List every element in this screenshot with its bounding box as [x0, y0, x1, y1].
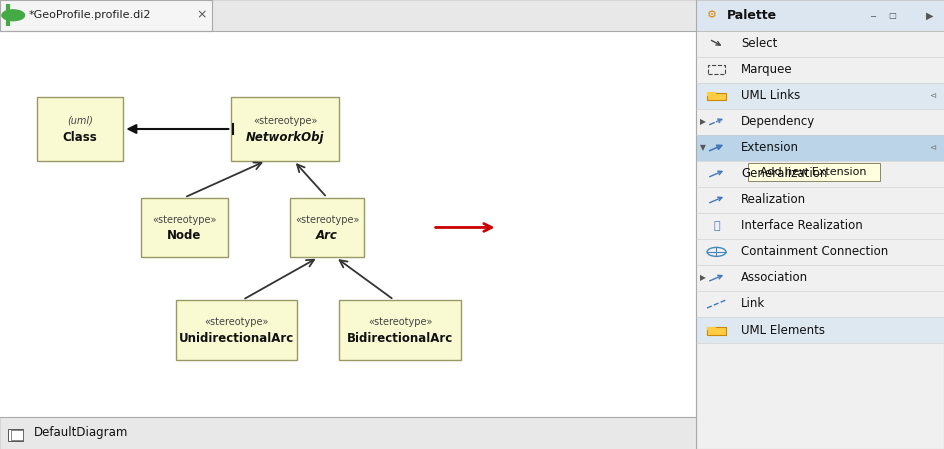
FancyBboxPatch shape — [696, 265, 944, 291]
Text: *GeoProfile.profile.di2: *GeoProfile.profile.di2 — [28, 10, 151, 20]
Text: «stereotype»: «stereotype» — [152, 215, 216, 224]
Text: Link: Link — [741, 298, 766, 310]
Text: ▼: ▼ — [700, 143, 706, 152]
Text: Class: Class — [62, 132, 97, 145]
FancyBboxPatch shape — [707, 327, 726, 335]
FancyBboxPatch shape — [696, 187, 944, 213]
FancyBboxPatch shape — [339, 300, 461, 360]
Text: «stereotype»: «stereotype» — [204, 317, 269, 327]
Text: ▶: ▶ — [700, 273, 706, 282]
FancyBboxPatch shape — [696, 109, 944, 135]
FancyBboxPatch shape — [231, 97, 339, 161]
Text: Marquee: Marquee — [741, 63, 793, 76]
FancyBboxPatch shape — [696, 291, 944, 317]
FancyBboxPatch shape — [696, 31, 944, 57]
FancyBboxPatch shape — [8, 429, 23, 441]
FancyBboxPatch shape — [696, 317, 944, 343]
FancyBboxPatch shape — [696, 213, 944, 239]
Text: UML Elements: UML Elements — [741, 324, 825, 336]
Text: «stereotype»: «stereotype» — [295, 215, 359, 224]
Text: ×: × — [195, 9, 207, 22]
Text: Dependency: Dependency — [741, 115, 816, 128]
Text: Select: Select — [741, 37, 778, 50]
Text: BidirectionalArc: BidirectionalArc — [346, 332, 453, 345]
Text: «stereotype»: «stereotype» — [253, 116, 317, 126]
FancyBboxPatch shape — [696, 239, 944, 265]
FancyBboxPatch shape — [748, 163, 880, 181]
Text: DefaultDiagram: DefaultDiagram — [34, 427, 128, 439]
Text: □: □ — [888, 11, 896, 20]
Text: Association: Association — [741, 272, 808, 284]
Text: Add new Extension: Add new Extension — [761, 167, 867, 177]
Text: Extension: Extension — [741, 141, 799, 154]
FancyBboxPatch shape — [291, 198, 363, 257]
FancyBboxPatch shape — [696, 57, 944, 83]
FancyBboxPatch shape — [0, 0, 696, 31]
FancyBboxPatch shape — [707, 327, 716, 330]
Text: «stereotype»: «stereotype» — [368, 317, 432, 327]
Text: Generalization: Generalization — [741, 167, 827, 180]
FancyBboxPatch shape — [0, 31, 696, 417]
Text: ▶: ▶ — [700, 117, 706, 126]
FancyBboxPatch shape — [176, 300, 297, 360]
FancyBboxPatch shape — [141, 198, 228, 257]
Text: UML Links: UML Links — [741, 89, 801, 102]
Text: Arc: Arc — [316, 229, 338, 242]
Text: ⊲: ⊲ — [929, 91, 936, 100]
Text: ─: ─ — [869, 11, 875, 20]
Text: ⤷: ⤷ — [713, 221, 720, 231]
FancyBboxPatch shape — [696, 0, 944, 449]
Text: Node: Node — [167, 229, 202, 242]
FancyBboxPatch shape — [707, 92, 716, 96]
FancyBboxPatch shape — [0, 417, 696, 449]
Bar — [708, 65, 725, 74]
FancyBboxPatch shape — [696, 135, 944, 161]
FancyBboxPatch shape — [707, 93, 726, 100]
Text: Palette: Palette — [727, 9, 777, 22]
Text: UnidirectionalArc: UnidirectionalArc — [179, 332, 295, 345]
FancyBboxPatch shape — [696, 0, 944, 31]
Text: Containment Connection: Containment Connection — [741, 246, 888, 258]
Text: Interface Realization: Interface Realization — [741, 220, 863, 232]
FancyBboxPatch shape — [696, 161, 944, 187]
FancyBboxPatch shape — [696, 83, 944, 109]
FancyBboxPatch shape — [11, 430, 23, 440]
Text: Realization: Realization — [741, 194, 806, 206]
Circle shape — [2, 10, 25, 21]
Text: NetworkObj: NetworkObj — [246, 132, 325, 145]
FancyBboxPatch shape — [0, 0, 212, 31]
Text: (uml): (uml) — [67, 116, 93, 126]
Text: ⊲: ⊲ — [929, 143, 936, 152]
Text: ▶: ▶ — [926, 10, 934, 20]
FancyBboxPatch shape — [37, 97, 124, 161]
Text: ⚙: ⚙ — [707, 10, 717, 20]
